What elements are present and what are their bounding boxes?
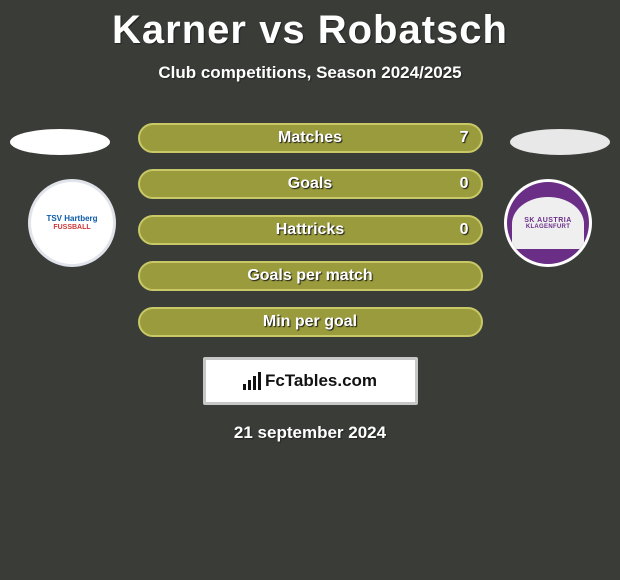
left-team-badge: TSV Hartberg FUSSBALL: [28, 179, 116, 267]
right-player-ellipse: [510, 129, 610, 155]
right-team-badge: SK AUSTRIA KLAGENFURT: [504, 179, 592, 267]
stat-label: Goals per match: [247, 267, 372, 285]
stat-value-right: 7: [460, 129, 469, 147]
right-badge-text-top: SK AUSTRIA: [524, 217, 572, 224]
page-subtitle: Club competitions, Season 2024/2025: [0, 63, 620, 83]
stat-row-matches: Matches 7: [138, 123, 483, 153]
branding-label: FcTables.com: [265, 371, 377, 391]
left-team-badge-label: TSV Hartberg FUSSBALL: [46, 215, 97, 231]
stat-row-goals: Goals 0: [138, 169, 483, 199]
left-player-ellipse: [10, 129, 110, 155]
stat-value-right: 0: [460, 221, 469, 239]
stat-label: Hattricks: [276, 221, 344, 239]
stat-label: Goals: [288, 175, 332, 193]
stat-bars: Matches 7 Goals 0 Hattricks 0 Goals per …: [138, 123, 483, 337]
stat-value-right: 0: [460, 175, 469, 193]
stat-label: Matches: [278, 129, 342, 147]
branding-box[interactable]: FcTables.com: [203, 357, 418, 405]
stat-label: Min per goal: [263, 313, 357, 331]
left-badge-text-bottom: FUSSBALL: [46, 224, 97, 231]
page-title: Karner vs Robatsch: [0, 0, 620, 53]
stat-row-hattricks: Hattricks 0: [138, 215, 483, 245]
right-team-badge-inner: SK AUSTRIA KLAGENFURT: [512, 197, 584, 249]
footer-date: 21 september 2024: [0, 423, 620, 443]
left-badge-text-top: TSV Hartberg: [46, 214, 97, 223]
bar-chart-icon: [243, 372, 261, 390]
comparison-area: TSV Hartberg FUSSBALL SK AUSTRIA KLAGENF…: [0, 123, 620, 443]
stat-row-goals-per-match: Goals per match: [138, 261, 483, 291]
right-badge-text-bottom: KLAGENFURT: [526, 224, 570, 230]
stat-row-min-per-goal: Min per goal: [138, 307, 483, 337]
